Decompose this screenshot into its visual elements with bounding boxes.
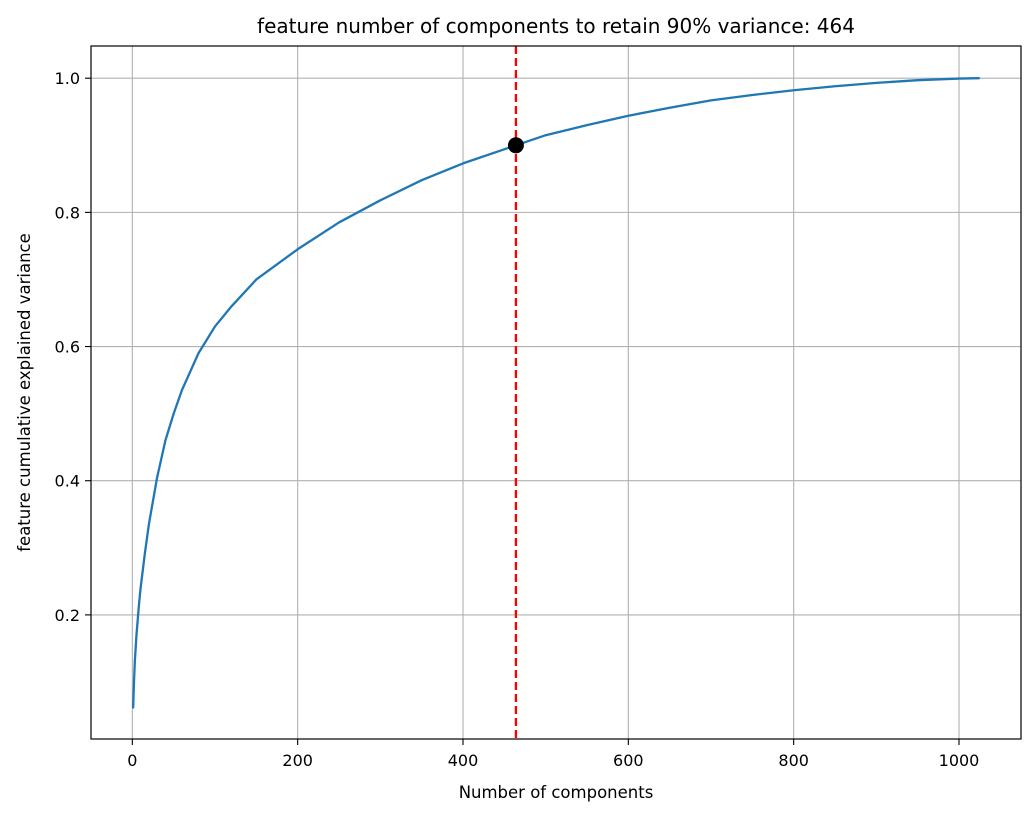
- x-tick-label: 600: [613, 751, 644, 770]
- y-ticks: 0.2 0.4 0.6 0.8 1.0: [55, 69, 91, 625]
- x-tick-label: 200: [282, 751, 313, 770]
- y-tick-label: 0.4: [55, 472, 80, 491]
- grid: [91, 46, 1021, 739]
- threshold-marker-point: [507, 137, 524, 154]
- y-tick-label: 0.6: [55, 338, 80, 357]
- x-tick-label: 800: [778, 751, 809, 770]
- y-tick-label: 0.2: [55, 606, 80, 625]
- axes-frame: [90, 45, 1022, 740]
- y-tick-label: 0.8: [55, 203, 80, 222]
- x-ticks: 0 200 400 600 800 1000: [127, 739, 979, 770]
- chart-title: feature number of components to retain 9…: [257, 14, 855, 38]
- annotations: [507, 46, 524, 739]
- y-tick-label: 1.0: [55, 69, 80, 88]
- x-tick-label: 400: [448, 751, 479, 770]
- series-line-0: [132, 77, 980, 709]
- x-tick-label: 0: [127, 751, 137, 770]
- y-axis-label: feature cumulative explained variance: [15, 233, 34, 552]
- x-axis-label: Number of components: [459, 783, 654, 802]
- x-tick-label: 1000: [939, 751, 980, 770]
- series-layer: [132, 77, 980, 709]
